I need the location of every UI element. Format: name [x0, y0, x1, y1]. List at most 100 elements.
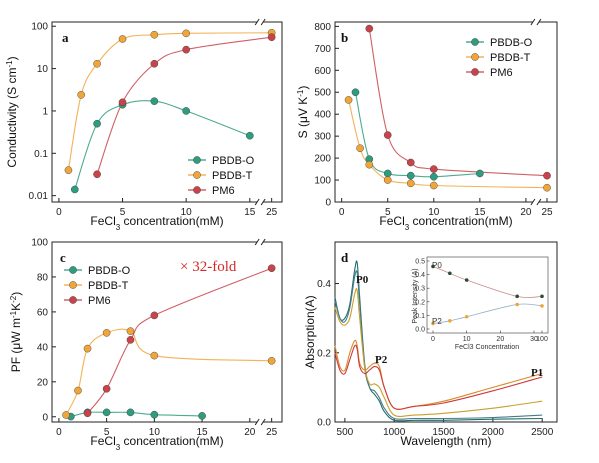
- y-tick-label: 60: [37, 307, 49, 318]
- y-tick-label: 40: [37, 342, 49, 353]
- inset-y-tick-label: 0.2: [415, 299, 425, 306]
- panel-c: c 0 20 40 60 80 100 0 5 10 15 20 25 PF (μW m-1K-2)…: [9, 238, 283, 452]
- series-line-pbdb-o: [74, 100, 250, 190]
- y-tick-label: 20: [37, 377, 49, 388]
- legend-label-pbdb-t: PBDB-T: [88, 280, 129, 292]
- spectrum-line: [334, 270, 543, 420]
- axis-break-gap: [532, 19, 539, 25]
- inset-y-tick-label: 0.3: [415, 286, 425, 293]
- x-tick-label: 25: [541, 207, 553, 218]
- y-tick-label: 200: [314, 154, 331, 165]
- data-point-pbdb-o: [93, 119, 101, 128]
- axis-break-mark: [260, 18, 266, 26]
- data-point-pbdb-t: [356, 144, 364, 153]
- y-tick-label: 10: [37, 64, 49, 75]
- inset-y-tick-label: 0.1: [415, 313, 425, 320]
- data-point-pbdb-o: [429, 172, 438, 181]
- data-point-pbdb-o: [245, 131, 254, 140]
- y-tick-label: 0.2: [317, 348, 331, 359]
- x-tick-label: 2500: [531, 427, 554, 438]
- axis-break-mark: [530, 198, 536, 206]
- legend-label-pm6: PM6: [88, 295, 111, 307]
- panel-c-xlabel: FeCl3 concentration(mM): [90, 434, 223, 452]
- data-point-pbdb-o: [198, 412, 206, 420]
- panel-d-ylabel: Absorption(A): [303, 295, 317, 368]
- inset-frame: [426, 256, 549, 334]
- inset-x-tick-label: 100: [536, 336, 548, 343]
- legend-label-pm6: PM6: [490, 67, 513, 79]
- data-point-pm6: [150, 311, 159, 320]
- data-point-pm6: [93, 170, 101, 179]
- spectrum-line: [334, 344, 543, 410]
- x-tick-label: 5: [120, 207, 126, 218]
- legend-label-pbdb-o: PBDB-O: [212, 155, 255, 167]
- legend-marker: [69, 266, 77, 274]
- data-point-pbdb-t: [126, 327, 135, 335]
- panel-b-frame: [334, 21, 558, 203]
- panel-b-label: b: [341, 30, 348, 45]
- data-point-pm6: [543, 171, 551, 180]
- inset-y-tick-label: 0.5: [415, 259, 425, 266]
- data-point-pm6: [365, 24, 374, 33]
- panel-d-frame: [334, 241, 558, 423]
- legend-marker: [471, 38, 479, 46]
- panel-c-frame: [51, 241, 283, 423]
- data-point-pbdb-o: [383, 169, 392, 178]
- legend-marker: [69, 296, 77, 304]
- legend-marker: [471, 68, 479, 76]
- data-point-pm6: [150, 59, 159, 68]
- legend-marker: [193, 171, 201, 179]
- inset-point-p0: [448, 271, 452, 276]
- data-point-pbdb-t: [77, 91, 85, 99]
- panel-a-ylabel: Conductivity (S cm-1): [5, 56, 20, 167]
- x-tick-label: 0: [339, 207, 345, 218]
- legend-marker: [193, 186, 201, 194]
- data-point-pbdb-t: [102, 329, 111, 337]
- panel-b-xlabel: FeCl3 concentration(mM): [379, 214, 512, 232]
- data-point-pbdb-o: [476, 169, 484, 178]
- data-point-pm6: [267, 33, 276, 42]
- data-point-pbdb-o: [182, 107, 190, 115]
- inset-point-p2: [464, 314, 469, 319]
- axis-break-mark: [536, 18, 542, 26]
- x-tick-label: 10: [181, 207, 193, 218]
- x-tick-label: 15: [197, 427, 209, 438]
- x-tick-label: 500: [337, 427, 354, 438]
- data-point-pbdb-t: [93, 59, 101, 68]
- inset-x-tick-label: 30: [530, 336, 538, 343]
- inset-point-p0: [431, 264, 435, 269]
- data-point-pm6: [383, 131, 392, 139]
- data-point-pbdb-t: [344, 96, 353, 104]
- panel-a-label: a: [62, 30, 69, 45]
- panel-a-frame: [51, 21, 283, 203]
- data-point-pm6: [406, 158, 415, 167]
- data-point-pm6: [267, 264, 276, 273]
- data-point-pbdb-t: [64, 166, 73, 174]
- panel-d-label: d: [341, 250, 349, 265]
- inset-xlabel: FeCl3 Concentration: [455, 344, 519, 351]
- x-tick-label: 0: [56, 207, 62, 218]
- y-tick-label: 800: [314, 22, 331, 33]
- y-tick-label: 700: [314, 44, 331, 55]
- data-point-pbdb-t: [83, 344, 92, 353]
- axis-break-mark: [260, 418, 266, 426]
- x-tick-label: 1500: [432, 427, 455, 438]
- peak-label-p2: P2: [375, 354, 388, 366]
- axis-break-gap: [257, 19, 264, 25]
- peak-label-p1: P1: [531, 367, 543, 379]
- y-tick-label: 100: [31, 22, 48, 33]
- y-tick-label: 1: [42, 106, 48, 117]
- y-tick-label: 0.1: [34, 149, 48, 160]
- y-tick-label: 80: [37, 272, 49, 283]
- panel-b-legend: PBDB-O PBDB-T PM6: [466, 37, 533, 79]
- x-tick-label: 15: [244, 207, 256, 218]
- y-tick-label: 0: [325, 198, 331, 209]
- inset-label-p2: P2: [432, 317, 442, 326]
- panel-a-xlabel: FeCl3 concentration(mM): [90, 214, 223, 232]
- y-tick-label: 300: [314, 132, 331, 143]
- data-point-pbdb-t: [429, 181, 438, 190]
- panel-c-legend: PBDB-O PBDB-T PM6: [64, 265, 131, 307]
- axis-break-mark: [254, 418, 260, 426]
- y-tick-label: 0: [42, 412, 48, 423]
